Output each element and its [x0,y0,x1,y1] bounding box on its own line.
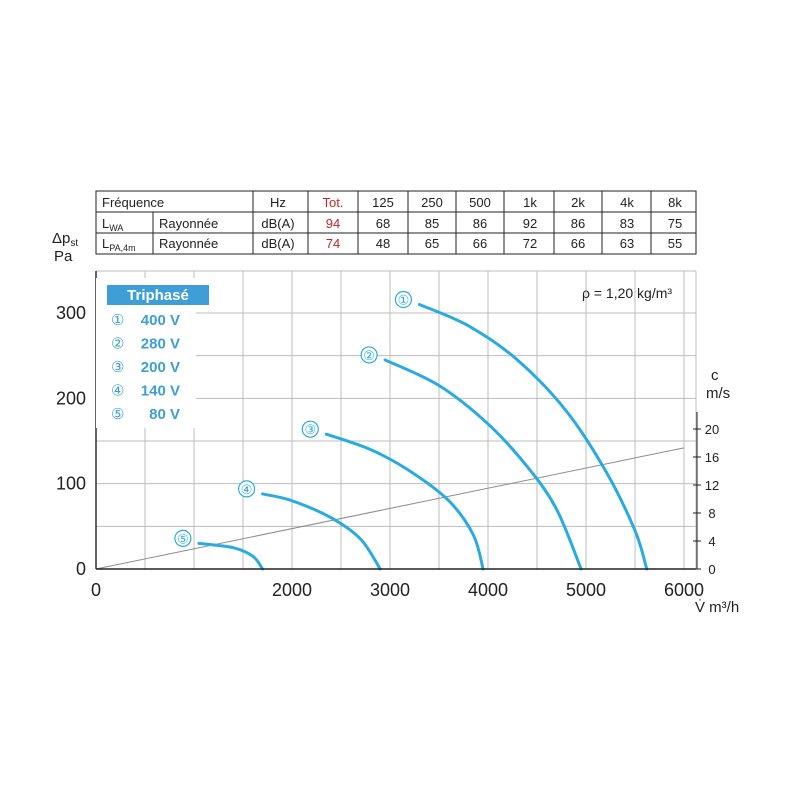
row1-unit: dB(A) [261,216,294,231]
row2-value: 66 [473,236,487,251]
header-1k: 1k [523,195,537,210]
row2-value: 65 [425,236,439,251]
header-hz: Hz [270,195,286,210]
x-tick-label: 3000 [370,580,410,600]
legend-item-label: 140 V [141,383,180,400]
x-axis-label: V̇ m³/h [695,599,739,616]
velocity-tick-label: 4 [708,534,715,549]
legend-items: ① 400 V ② 280 V ③ 200 V ④ 140 V ⑤ 80 V [111,312,180,423]
row1-value: 86 [571,216,585,231]
velocity-axis-label: c [711,367,719,384]
legend-item-marker: ⑤ [111,406,124,423]
x-tick-label: 6000 [664,580,704,600]
row2-value: 55 [668,236,682,251]
legend-item-label: 280 V [141,336,180,353]
row2-value: 48 [376,236,390,251]
row2-value: 66 [571,236,585,251]
row1-type: Rayonnée [159,216,218,231]
legend-item-marker: ② [111,336,124,353]
legend-title: Triphasé [127,287,189,304]
legend: Triphasé ① 400 V ② 280 V ③ 200 V ④ 140 V ⑤ 80 V [96,278,209,428]
header-4k: 4k [620,195,634,210]
header-2k: 2k [571,195,585,210]
velocity-axis-unit: m/s [706,385,730,402]
curve-marker-label: ① [398,292,410,307]
legend-item-label: 80 V [149,406,180,423]
curve-marker-4 [238,480,256,498]
curve-marker-2 [360,346,378,364]
y-axis-label: Δpst [52,230,78,249]
row2-value: 63 [620,236,634,251]
legend-item-label: 200 V [141,359,180,376]
curve-marker-label: ③ [304,422,316,437]
header-8k: 8k [668,195,682,210]
header-500: 500 [469,195,491,210]
curve-marker-label: ④ [241,482,253,497]
header-tot: Tot. [323,195,344,210]
y-tick-label: 200 [56,388,86,408]
legend-item-marker: ③ [111,359,124,376]
x-tick-label: 0 [91,580,101,600]
x-tick-label: 4000 [468,580,508,600]
row1-label: LWA [102,216,123,233]
legend-header-bg [107,285,209,305]
curve-marker-5 [174,529,192,548]
curve-marker-label: ② [363,348,375,363]
fan-curve-2 [383,358,583,571]
x-tick-label: 2000 [272,580,312,600]
y-tick-label: 100 [56,474,86,494]
table-cells: Fréquence Hz Tot. 125 250 500 1k 2k 4k 8… [102,195,682,253]
legend-item-marker: ① [111,312,124,329]
row1-value: 86 [473,216,487,231]
table-grid-lines [96,191,696,254]
header-125: 125 [372,195,394,210]
row2-value: 72 [523,236,537,251]
velocity-tick-label: 8 [708,506,715,521]
fan-curve-4 [261,492,382,571]
sound-level-table: Fréquence Hz Tot. 125 250 500 1k 2k 4k 8… [95,190,697,255]
row2-tot: 74 [326,236,340,251]
y-tick-label: 300 [56,303,86,323]
row1-tot: 94 [326,216,340,231]
density-label: ρ = 1,20 kg/m³ [582,285,672,301]
velocity-tick-label: 0 [708,562,715,577]
curve-marker-label: ⑤ [177,531,189,546]
fan-curve-3 [324,432,485,571]
header-250: 250 [421,195,443,210]
row1-value: 92 [523,216,537,231]
row2-type: Rayonnée [159,236,218,251]
header-frequency: Fréquence [102,195,164,210]
row2-label: LPA,4m [102,236,136,253]
velocity-tick-label: 16 [705,450,719,465]
legend-item-label: 400 V [141,312,180,329]
x-tick-label: 5000 [566,580,606,600]
y-axis-unit: Pa [54,248,73,265]
legend-item-marker: ④ [111,383,124,400]
curve-marker-3 [301,420,319,438]
fan-curve-5 [197,541,265,571]
table-frame [95,190,697,255]
row2-unit: dB(A) [261,236,294,251]
y-tick-label: 0 [76,559,86,579]
curve-marker-1 [394,290,412,309]
fan-curve-1 [417,302,649,571]
fan-curves-layer: ① ② ③ ④ ⑤ [174,290,649,571]
row1-value: 85 [425,216,439,231]
row1-value: 75 [668,216,682,231]
system-curve-layer [95,447,685,570]
velocity-tick-label: 12 [705,478,719,493]
velocity-tick-label: 20 [705,422,719,437]
velocity-axis-layer: 0 4 8 12 16 20 cm/s [693,367,730,577]
row1-value: 83 [620,216,634,231]
row1-value: 68 [376,216,390,231]
system-curve [95,447,685,570]
